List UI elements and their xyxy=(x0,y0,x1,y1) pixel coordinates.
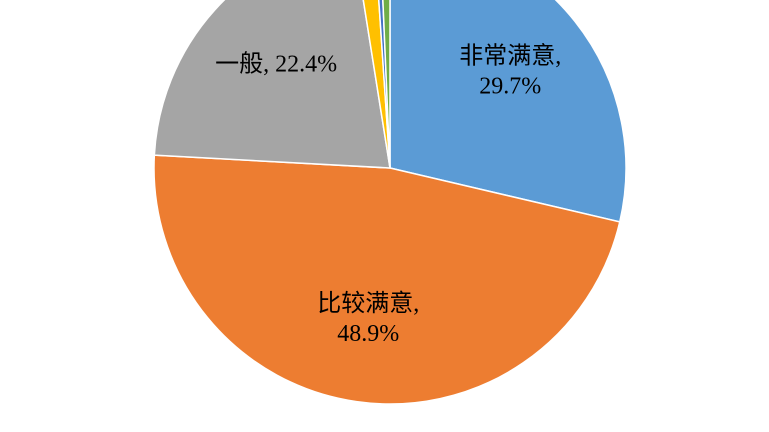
value-label: 22.4% xyxy=(275,51,337,77)
separator: , xyxy=(413,290,419,316)
separator: , xyxy=(555,43,561,69)
pie-slice xyxy=(389,0,627,223)
pie-slice xyxy=(153,154,621,405)
separator: , xyxy=(263,51,269,77)
category-name: 一般 xyxy=(215,50,263,77)
category-name: 比较满意 xyxy=(317,289,413,316)
data-label: 比较满意, 48.9% xyxy=(317,289,419,346)
value-label: 48.9% xyxy=(337,320,399,346)
pie-slice xyxy=(153,0,391,169)
data-label: 非常满意, 29.7% xyxy=(459,42,561,99)
value-label: 29.7% xyxy=(479,73,541,99)
data-label: 一般, 22.4% xyxy=(215,50,337,77)
category-name: 非常满意 xyxy=(459,42,555,69)
pie-slice xyxy=(382,0,391,169)
pie-slice xyxy=(362,0,391,169)
